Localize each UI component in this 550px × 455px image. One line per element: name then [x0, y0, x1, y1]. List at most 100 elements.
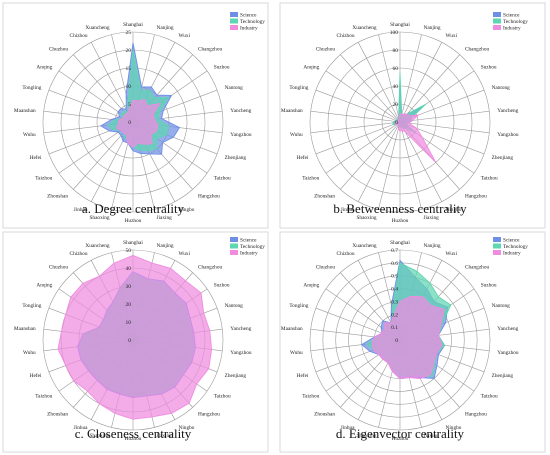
tick-label: 30 [126, 284, 132, 290]
category-label: Maanshan [281, 108, 303, 114]
tick-label: 0.4 [391, 287, 398, 293]
category-label: Huzhou [125, 218, 142, 224]
category-label: Nantong [492, 303, 511, 309]
category-label: Yangzhou [497, 350, 519, 356]
category-label: Taizhou [35, 176, 52, 182]
category-label: Xuancheng [352, 243, 376, 249]
category-label: Changzhou [198, 47, 222, 53]
category-label: Jiaxing [424, 433, 440, 439]
grid-spoke [340, 121, 401, 190]
category-label: Taizhou [214, 394, 231, 400]
category-label: Anqing [36, 282, 52, 288]
category-label: Ningbo [446, 425, 462, 431]
tick-label: 0.2 [391, 312, 398, 318]
tick-label: 40 [393, 84, 399, 90]
radar-chart: 0 10 20 30 40 50 Shanghai Nanjing Wuxi Changzhou S… [14, 237, 265, 442]
chart-caption: c. Closeness centrality [75, 426, 192, 441]
category-label: Zhoushan [47, 411, 68, 417]
grid-spoke [310, 121, 401, 134]
tick-label: 5 [128, 102, 131, 108]
legend-label: Industry [240, 25, 258, 31]
category-label: Yancheng [230, 108, 251, 114]
category-label: Xuancheng [352, 25, 376, 31]
category-label: Wuxi [446, 33, 458, 39]
category-label: Nantong [492, 85, 511, 91]
legend-swatch [493, 18, 501, 24]
category-label: Tongling [22, 85, 41, 91]
category-label: Shaoxing [89, 215, 109, 221]
category-label: Taizhou [481, 394, 498, 400]
category-label: Jinhua [74, 207, 88, 213]
radar-chart: 0 5 10 15 20 25 Shanghai Nanjing Wuxi Changzhou Su… [14, 12, 265, 224]
category-label: Jinhua [341, 425, 355, 431]
tick-label: 0.7 [391, 248, 398, 254]
tick-label: 20 [126, 48, 132, 54]
category-label: Anqing [303, 282, 319, 288]
category-label: Tongling [289, 303, 308, 309]
category-label: Anqing [303, 64, 319, 70]
tick-label: 60 [393, 66, 399, 72]
legend-swatch [230, 12, 238, 17]
category-label: Zhenjiang [492, 373, 514, 379]
category-label: Shanghai [390, 240, 410, 246]
category-label: Chizhou [70, 33, 88, 39]
chart-caption: a. Degree centrality [82, 201, 185, 216]
grid-spoke [310, 110, 401, 123]
legend-label: Industry [240, 250, 258, 256]
grid-spoke [399, 110, 490, 123]
category-label: Maanshan [14, 326, 36, 332]
tick-label: 0.5 [391, 274, 398, 280]
category-label: Nanjing [424, 243, 441, 249]
category-label: Nanjing [157, 25, 174, 31]
category-label: Nantong [225, 303, 244, 309]
category-label: Jinhua [341, 207, 355, 213]
series-area-industry [371, 295, 445, 380]
grid-spoke [340, 54, 401, 123]
category-label: Wuhu [290, 350, 303, 356]
grid-spoke [399, 34, 422, 123]
category-label: Changzhou [465, 265, 489, 271]
grid-spoke [399, 42, 443, 123]
category-label: Huzhou [392, 218, 409, 224]
legend-label: Science [503, 237, 520, 243]
category-label: Shaoxing [89, 433, 109, 439]
category-label: Hangzhou [198, 411, 220, 417]
category-label: Hefei [297, 372, 309, 379]
category-label: Changzhou [198, 265, 222, 271]
panel-border [279, 231, 546, 453]
panel-border [2, 231, 269, 453]
category-label: Changzhou [465, 47, 489, 53]
grid-spoke [325, 121, 401, 174]
category-label: Taizhou [214, 176, 231, 182]
tick-label: 15 [126, 66, 132, 72]
category-label: Shaoxing [356, 215, 376, 221]
category-label: Jinhua [74, 425, 88, 431]
grid-spoke [357, 42, 401, 123]
tick-label: 40 [126, 266, 132, 272]
category-label: Anqing [36, 64, 52, 70]
tick-label: 10 [126, 84, 132, 90]
radar-chart: 0 20 40 60 80 100 Shanghai Nanjing Wuxi Changzhou… [281, 12, 528, 224]
legend-swatch [230, 250, 238, 255]
category-label: Shaoxing [356, 433, 376, 439]
category-label: Nanjing [157, 243, 174, 249]
category-label: Yangzhou [230, 132, 252, 138]
tick-label: 20 [393, 102, 399, 108]
category-label: Xuancheng [85, 25, 109, 31]
tick-label: 10 [126, 320, 132, 326]
category-label: Shanghai [390, 22, 410, 28]
category-label: Taizhou [481, 176, 498, 182]
tick-label: 50 [126, 248, 132, 254]
category-label: Wuxi [179, 33, 191, 39]
category-label: Chuzhou [49, 265, 68, 271]
legend-swatch [230, 237, 238, 242]
category-label: Xuancheng [85, 243, 109, 249]
category-label: Hefei [297, 154, 309, 161]
legend-label: Science [503, 12, 520, 18]
category-label: Chuzhou [316, 47, 335, 53]
legend-swatch [230, 18, 238, 24]
grid-spoke [315, 89, 401, 123]
legend-swatch [230, 243, 238, 249]
category-label: Nanjing [424, 25, 441, 31]
radar-chart: 0 0.1 0.2 0.3 0.4 0.5 0.6 0.7 Shanghai Nanjing Wux… [281, 237, 528, 442]
